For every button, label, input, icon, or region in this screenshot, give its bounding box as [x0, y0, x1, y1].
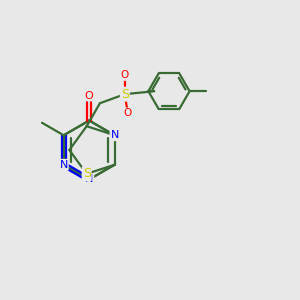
- Text: N: N: [85, 174, 93, 184]
- Text: O: O: [124, 108, 132, 118]
- Text: S: S: [121, 88, 129, 101]
- Text: N: N: [110, 130, 119, 140]
- Text: O: O: [85, 91, 94, 100]
- Text: O: O: [121, 70, 129, 80]
- Text: N: N: [59, 160, 68, 170]
- Text: S: S: [83, 167, 91, 180]
